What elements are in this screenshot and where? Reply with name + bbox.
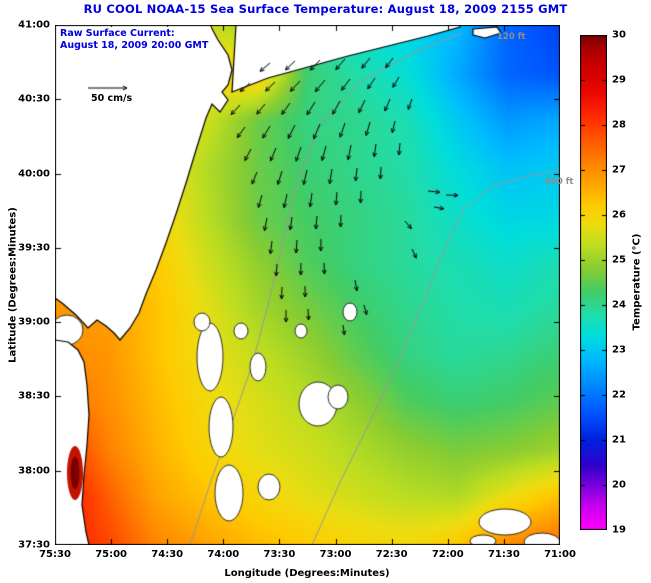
scale-arrow-label: 50 cm/s [91,93,133,104]
y-tick-label: 39:30 [18,242,50,254]
colorbar-tick-label: 21 [612,434,626,446]
y-tick-label: 39:00 [18,316,50,328]
colorbar-tick-label: 19 [612,524,626,536]
colorbar-tick-label: 27 [612,164,626,176]
y-tick-label: 41:00 [18,19,50,31]
x-tick-label: 75:00 [95,549,128,560]
y-tick-label: 40:30 [18,93,50,105]
sst-map-canvas [55,25,560,545]
y-tick-label: 38:30 [18,390,50,402]
annotation-line1: Raw Surface Current: [60,28,175,39]
y-tick-label: 38:00 [18,465,50,477]
x-axis-label: Longitude (Degrees:Minutes) [224,568,390,579]
contour-depth-label: 120 ft [497,32,526,42]
contour-depth-label: 600 ft [545,177,574,187]
annotation-line2: August 18, 2009 20:00 GMT [60,40,209,52]
x-tick-label: 72:30 [375,549,408,560]
colorbar-tick-label: 20 [612,479,626,491]
colorbar-tick-label: 22 [612,389,626,401]
y-tick-label: 40:00 [18,168,50,180]
x-tick-label: 73:00 [319,549,352,560]
colorbar-tick-label: 23 [612,344,626,356]
y-tick-label: 37:30 [18,539,50,551]
x-tick-label: 71:30 [487,549,520,560]
colorbar-canvas [580,35,607,530]
figure-title: RU COOL NOAA-15 Sea Surface Temperature:… [83,2,568,16]
colorbar-tick-label: 30 [612,29,626,41]
x-tick-label: 75:30 [39,549,71,560]
x-tick-label: 72:00 [431,549,464,560]
x-tick-label: 73:30 [263,549,296,560]
x-tick-label: 74:30 [151,549,184,560]
colorbar-tick-label: 26 [612,209,626,221]
surface-current-annotation: Raw Surface Current: August 18, 2009 20:… [57,27,212,54]
x-tick-label: 74:00 [207,549,240,560]
colorbar-tick-label: 29 [612,74,626,86]
colorbar-label: Temperature (°C) [631,233,643,331]
x-tick-label: 71:00 [544,549,576,560]
colorbar-tick-label: 28 [612,119,626,131]
colorbar-tick-label: 25 [612,254,626,266]
y-axis-label: Latitude (Degrees:Minutes) [7,207,19,363]
colorbar-tick-label: 24 [612,299,626,311]
